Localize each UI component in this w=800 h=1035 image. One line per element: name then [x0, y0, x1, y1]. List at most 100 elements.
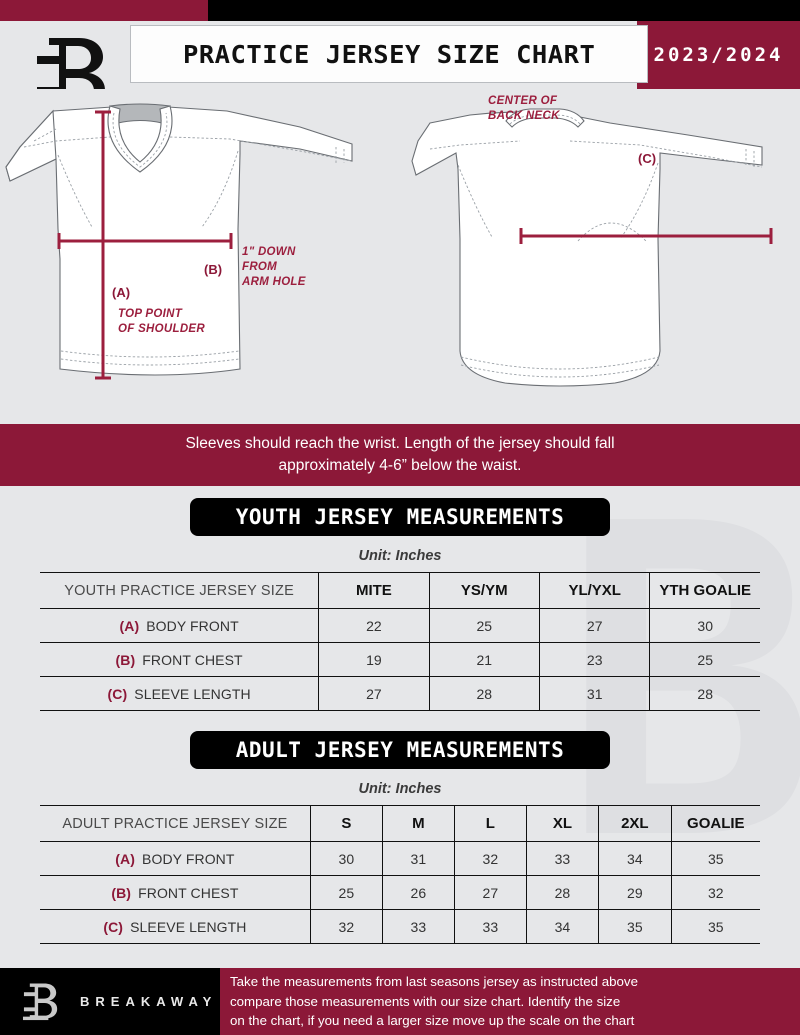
youth-section-pill: YOUTH JERSEY MEASUREMENTS — [190, 498, 610, 536]
youth-b-ysym: 21 — [429, 642, 540, 677]
adult-header-2xl: 2XL — [598, 805, 672, 842]
adult-header-m: M — [382, 805, 455, 842]
table-row: (C) SLEEVE LENGTH 27 28 31 28 — [40, 676, 760, 711]
adult-a-xl: 33 — [526, 841, 600, 876]
fit-note-line-1: Sleeves should reach the wrist. Length o… — [185, 435, 615, 452]
youth-c-ysym: 28 — [429, 676, 540, 711]
adult-a-s: 30 — [310, 841, 383, 876]
youth-a-mite: 22 — [318, 608, 430, 643]
youth-header-size: YOUTH PRACTICE JERSEY SIZE — [40, 572, 320, 609]
annotation-b-text: 1" DOWN FROM ARM HOLE — [242, 246, 306, 289]
youth-row-a-text: BODY FRONT — [146, 617, 239, 634]
footer-instruction-line-2: compare those measurements with our size… — [230, 993, 621, 1009]
adult-b-xl: 28 — [526, 875, 600, 910]
table-row: (B) FRONT CHEST 25 26 27 28 29 32 — [40, 875, 760, 910]
youth-row-a-label: (A) BODY FRONT — [40, 608, 320, 643]
header-title-plate: PRACTICE JERSEY SIZE CHART — [130, 25, 648, 83]
adult-header-size: ADULT PRACTICE JERSEY SIZE — [40, 805, 311, 842]
adult-a-m: 31 — [382, 841, 455, 876]
adult-b-m: 26 — [382, 875, 455, 910]
adult-table-header-row: ADULT PRACTICE JERSEY SIZE S M L XL 2XL … — [40, 805, 760, 842]
annotation-a-tag: (A) — [112, 285, 131, 300]
annotation-c-tag: (C) — [638, 151, 657, 166]
back-jersey-drawing — [411, 108, 763, 387]
adult-a-l: 32 — [454, 841, 527, 876]
footer-instruction-line-1: Take the measurements from last seasons … — [230, 973, 638, 989]
table-row: (A) BODY FRONT 30 31 32 33 34 35 — [40, 841, 760, 876]
jersey-diagram-area: .body{fill:#ffffff;stroke:#6a6e73;stroke… — [0, 89, 800, 424]
adult-c-xl: 34 — [526, 909, 600, 944]
footer-instruction-line-3: on the chart, if you need a larger size … — [230, 1013, 635, 1029]
youth-header-ythgoalie: YTH GOALIE — [649, 572, 760, 609]
youth-c-mite: 27 — [318, 676, 430, 711]
youth-row-c-label: (C) SLEEVE LENGTH — [40, 676, 320, 711]
adult-c-m: 33 — [382, 909, 455, 944]
top-accent-strip — [0, 0, 800, 21]
table-row: (A) BODY FRONT 22 25 27 30 — [40, 608, 760, 643]
table-row: (B) FRONT CHEST 19 21 23 25 — [40, 642, 760, 677]
adult-row-b-label: (B) FRONT CHEST — [40, 875, 311, 910]
youth-header-mite: MITE — [318, 572, 430, 609]
annotation-a-text: TOP POINT OF SHOULDER — [118, 308, 205, 336]
adult-row-b-text: FRONT CHEST — [138, 884, 239, 901]
adult-c-s: 32 — [310, 909, 383, 944]
page-title: PRACTICE JERSEY SIZE CHART — [182, 39, 596, 69]
youth-a-ysym: 25 — [429, 608, 540, 643]
youth-a-ylyxl: 27 — [539, 608, 651, 643]
measure-line-c — [519, 228, 773, 244]
annotation-b-tag: (B) — [204, 262, 223, 277]
top-strip-maroon-segment — [0, 0, 208, 21]
jersey-illustrations: .body{fill:#ffffff;stroke:#6a6e73;stroke… — [5, 103, 773, 387]
adult-row-c-tag: (C) — [103, 918, 124, 935]
youth-c-goalie: 28 — [649, 676, 760, 711]
footer-brand-name: BREAKAWAY — [80, 994, 218, 1009]
youth-row-c-text: SLEEVE LENGTH — [134, 685, 251, 702]
header-maroon-block — [637, 21, 800, 89]
youth-row-a-tag: (A) — [119, 617, 140, 634]
footer-brand-block: BREAKAWAY — [0, 968, 220, 1035]
season-year-badge: 2023/2024 — [653, 44, 784, 66]
adult-header-goalie: GOALIE — [671, 805, 760, 842]
adult-c-2xl: 35 — [598, 909, 672, 944]
adult-row-a-text: BODY FRONT — [142, 850, 235, 867]
adult-a-2xl: 34 — [598, 841, 672, 876]
adult-header-xl: XL — [526, 805, 600, 842]
page-footer: BREAKAWAY Take the measurements from las… — [0, 968, 800, 1035]
fit-note-banner: Sleeves should reach the wrist. Length o… — [0, 424, 800, 486]
measure-line-b — [57, 233, 233, 249]
youth-row-b-text: FRONT CHEST — [142, 651, 243, 668]
adult-a-goalie: 35 — [671, 841, 760, 876]
youth-b-mite: 19 — [318, 642, 430, 677]
adult-row-a-label: (A) BODY FRONT — [40, 841, 311, 876]
adult-c-l: 33 — [454, 909, 527, 944]
youth-b-ylyxl: 23 — [539, 642, 651, 677]
adult-row-c-text: SLEEVE LENGTH — [130, 918, 247, 935]
youth-unit-label: Unit: Inches — [358, 548, 442, 564]
adult-b-2xl: 29 — [598, 875, 672, 910]
table-row: (C) SLEEVE LENGTH 32 33 33 34 35 35 — [40, 909, 760, 944]
youth-b-goalie: 25 — [649, 642, 760, 677]
breakaway-b-logo-icon — [22, 982, 58, 1020]
adult-section-pill: ADULT JERSEY MEASUREMENTS — [190, 731, 610, 769]
annotation-c-text: CENTER OF BACK NECK — [488, 95, 560, 123]
youth-c-ylyxl: 31 — [539, 676, 651, 711]
adult-b-l: 27 — [454, 875, 527, 910]
youth-size-table: YOUTH PRACTICE JERSEY SIZE MITE YS/YM YL… — [40, 572, 760, 711]
adult-header-l: L — [454, 805, 527, 842]
youth-table-header-row: YOUTH PRACTICE JERSEY SIZE MITE YS/YM YL… — [40, 572, 760, 609]
adult-row-b-tag: (B) — [111, 884, 132, 901]
adult-row-a-tag: (A) — [115, 850, 136, 867]
youth-row-b-tag: (B) — [115, 651, 136, 668]
measure-line-a — [95, 110, 111, 380]
adult-row-c-label: (C) SLEEVE LENGTH — [40, 909, 311, 944]
page-header: PRACTICE JERSEY SIZE CHART — [0, 21, 800, 113]
adult-header-s: S — [310, 805, 383, 842]
adult-unit-label: Unit: Inches — [358, 781, 442, 797]
adult-c-goalie: 35 — [671, 909, 760, 944]
footer-instructions: Take the measurements from last seasons … — [220, 968, 800, 1035]
youth-header-ysym: YS/YM — [429, 572, 540, 609]
youth-a-goalie: 30 — [649, 608, 760, 643]
youth-row-c-tag: (C) — [107, 685, 128, 702]
adult-size-table: ADULT PRACTICE JERSEY SIZE S M L XL 2XL … — [40, 805, 760, 944]
